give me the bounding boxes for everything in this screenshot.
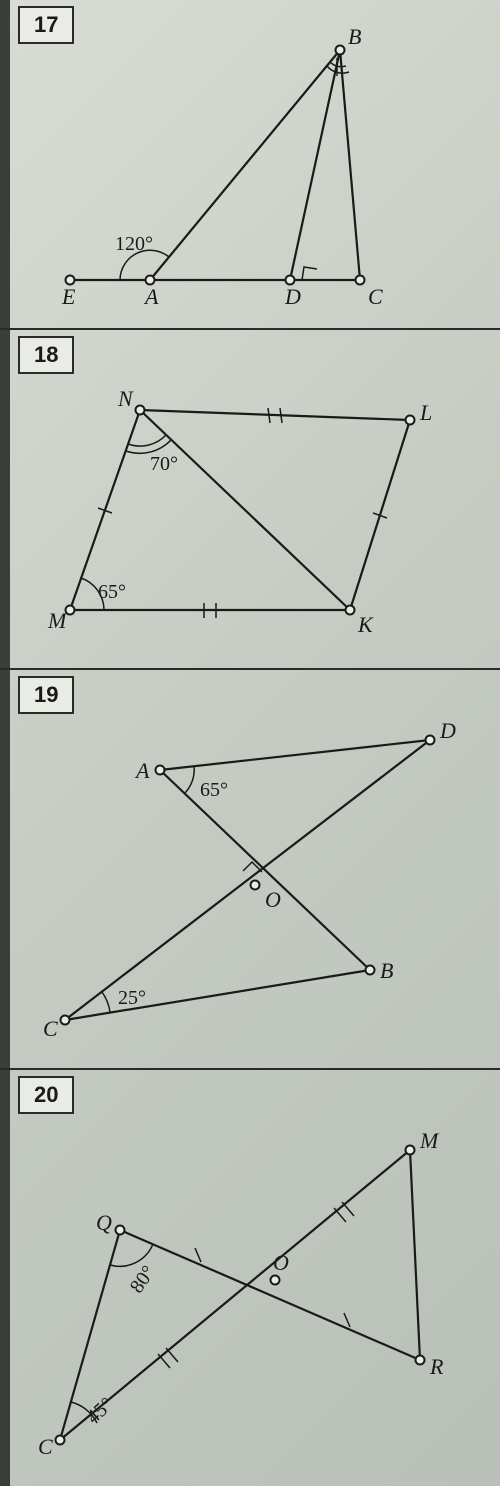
angle-label-80: 80° <box>126 1262 160 1298</box>
vertex-q <box>116 1226 125 1235</box>
problem-number: 18 <box>34 342 58 367</box>
line-aob <box>160 770 370 970</box>
label-q: Q <box>96 1210 112 1235</box>
side-ad <box>160 740 430 770</box>
tick-om-1 <box>334 1208 346 1222</box>
label-b: B <box>380 958 393 983</box>
side-mr <box>410 1150 420 1360</box>
problem-number-box: 20 <box>18 1076 74 1114</box>
tick-or <box>344 1313 350 1327</box>
vertex-b <box>366 966 375 975</box>
label-e: E <box>61 284 76 309</box>
problem-panel-19: 19 65° 25° A D O B C <box>0 670 500 1070</box>
label-m: M <box>47 608 68 633</box>
problem-panel-20: 20 80° 45° Q M O R C <box>0 1070 500 1486</box>
tick-co-1 <box>158 1354 170 1368</box>
vertex-b <box>336 46 345 55</box>
vertex-l <box>406 416 415 425</box>
tick-qo <box>195 1248 201 1262</box>
side-ab <box>150 50 340 280</box>
vertex-o <box>271 1276 280 1285</box>
label-c: C <box>368 284 383 309</box>
angle-label-70: 70° <box>150 453 178 475</box>
label-k: K <box>357 612 374 637</box>
label-c: C <box>43 1016 58 1041</box>
label-a: A <box>143 284 159 309</box>
vertex-m <box>406 1146 415 1155</box>
problem-number: 20 <box>34 1082 58 1107</box>
problem-number-box: 17 <box>18 6 74 44</box>
diagonal-nk <box>140 410 350 610</box>
label-m: M <box>419 1128 440 1153</box>
label-n: N <box>117 386 134 411</box>
angle-label-45: 45° <box>82 1393 118 1428</box>
side-cb <box>65 970 370 1020</box>
angle-label-65: 65° <box>98 581 126 603</box>
vertex-m <box>66 606 75 615</box>
line-cod <box>65 740 430 1020</box>
line-com <box>60 1150 410 1440</box>
side-bc <box>340 50 360 280</box>
tick-nl-1 <box>268 408 270 423</box>
vertex-o <box>251 881 260 890</box>
label-r: R <box>429 1354 444 1379</box>
label-c: C <box>38 1434 53 1459</box>
vertex-c <box>56 1436 65 1445</box>
diagram-20: 80° 45° Q M O R C <box>0 1070 500 1486</box>
angle-n-arc2 <box>126 440 171 453</box>
diagram-19: 65° 25° A D O B C <box>0 670 500 1070</box>
line-qor <box>120 1230 420 1360</box>
tick-nl-2 <box>280 408 282 423</box>
altitude-bd <box>290 50 340 280</box>
vertex-n <box>136 406 145 415</box>
vertex-c <box>61 1016 70 1025</box>
vertex-a <box>156 766 165 775</box>
problem-number: 17 <box>34 12 58 37</box>
vertex-d <box>426 736 435 745</box>
angle-n-arc1 <box>128 435 166 446</box>
label-b: B <box>348 24 361 49</box>
angle-q-arc <box>110 1244 153 1266</box>
label-o: O <box>273 1250 289 1275</box>
label-l: L <box>419 400 432 425</box>
angle-label-120: 120° <box>115 233 153 255</box>
angle-c-arc <box>102 992 110 1012</box>
angle-label-25: 25° <box>118 987 146 1009</box>
right-angle-mark <box>302 267 317 280</box>
tick-co-2 <box>166 1348 178 1362</box>
label-d: D <box>284 284 301 309</box>
diagram-18: 70° 65° N L K M <box>0 330 500 670</box>
vertex-c <box>356 276 365 285</box>
problem-number: 19 <box>34 682 58 707</box>
side-nl <box>140 410 410 420</box>
tick-om-2 <box>342 1202 354 1216</box>
angle-a-arc <box>184 766 194 794</box>
worksheet-page: 17 120° E A D C B 18 <box>0 0 500 1486</box>
label-d: D <box>439 718 456 743</box>
vertex-r <box>416 1356 425 1365</box>
angle-label-65: 65° <box>200 779 228 801</box>
diagram-17: 120° E A D C B <box>0 0 500 330</box>
problem-number-box: 18 <box>18 336 74 374</box>
problem-number-box: 19 <box>18 676 74 714</box>
vertex-k <box>346 606 355 615</box>
label-o: O <box>265 887 281 912</box>
problem-panel-18: 18 70° 65° N L K M <box>0 330 500 670</box>
label-a: A <box>134 758 150 783</box>
problem-panel-17: 17 120° E A D C B <box>0 0 500 330</box>
